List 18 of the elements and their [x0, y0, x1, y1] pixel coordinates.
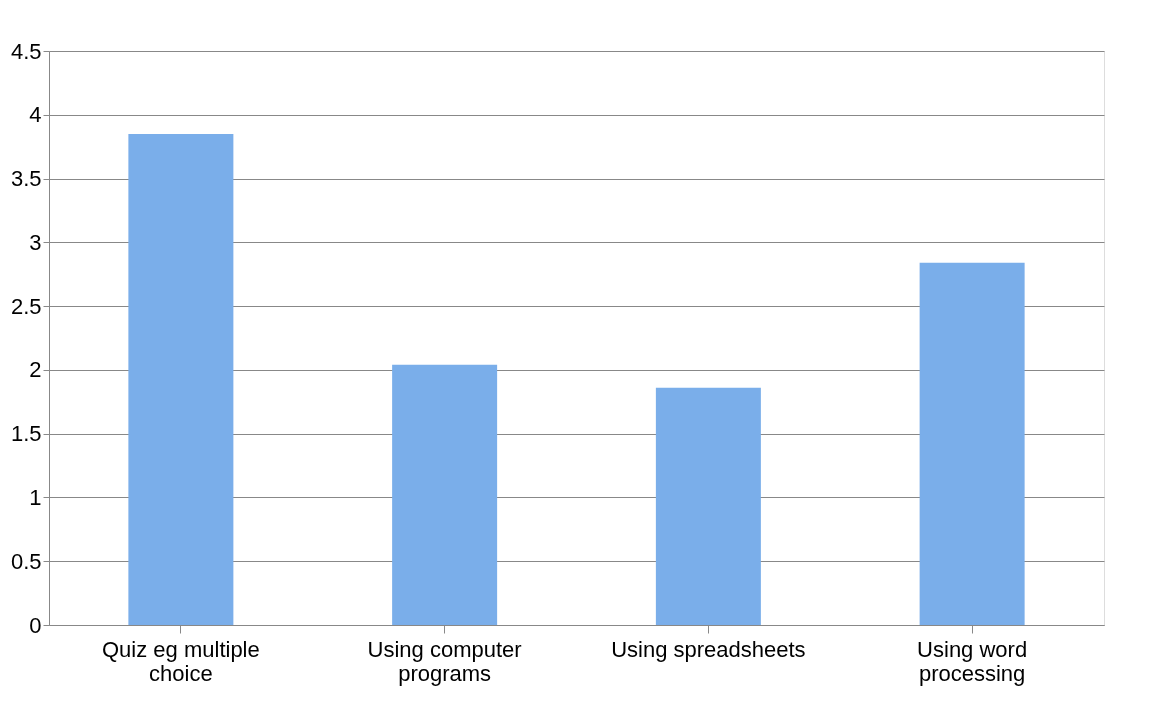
x-tick-label: Using spreadsheets — [611, 636, 806, 662]
x-tick-label: Using word processing — [917, 636, 1028, 686]
x-tick-label: Quiz eg multiple choice — [102, 636, 260, 686]
bar — [128, 133, 234, 625]
y-tick-label: 3.5 — [10, 166, 42, 192]
y-tick-label: 2 — [29, 357, 42, 383]
y-tick-label: 0 — [29, 612, 42, 638]
y-tick-label: 2.5 — [10, 293, 42, 319]
y-tick-label: 4.5 — [10, 38, 42, 64]
y-tick-label: 3 — [29, 229, 42, 255]
y-tick-label: 0.5 — [10, 548, 42, 574]
x-tick-label: Using computer programs — [367, 636, 522, 686]
y-tick-label: 1 — [29, 484, 42, 510]
bar — [919, 262, 1025, 625]
y-tick-label: 1.5 — [10, 421, 42, 447]
bar — [392, 364, 498, 625]
bar — [655, 387, 761, 625]
y-tick-label: 4 — [29, 102, 42, 128]
